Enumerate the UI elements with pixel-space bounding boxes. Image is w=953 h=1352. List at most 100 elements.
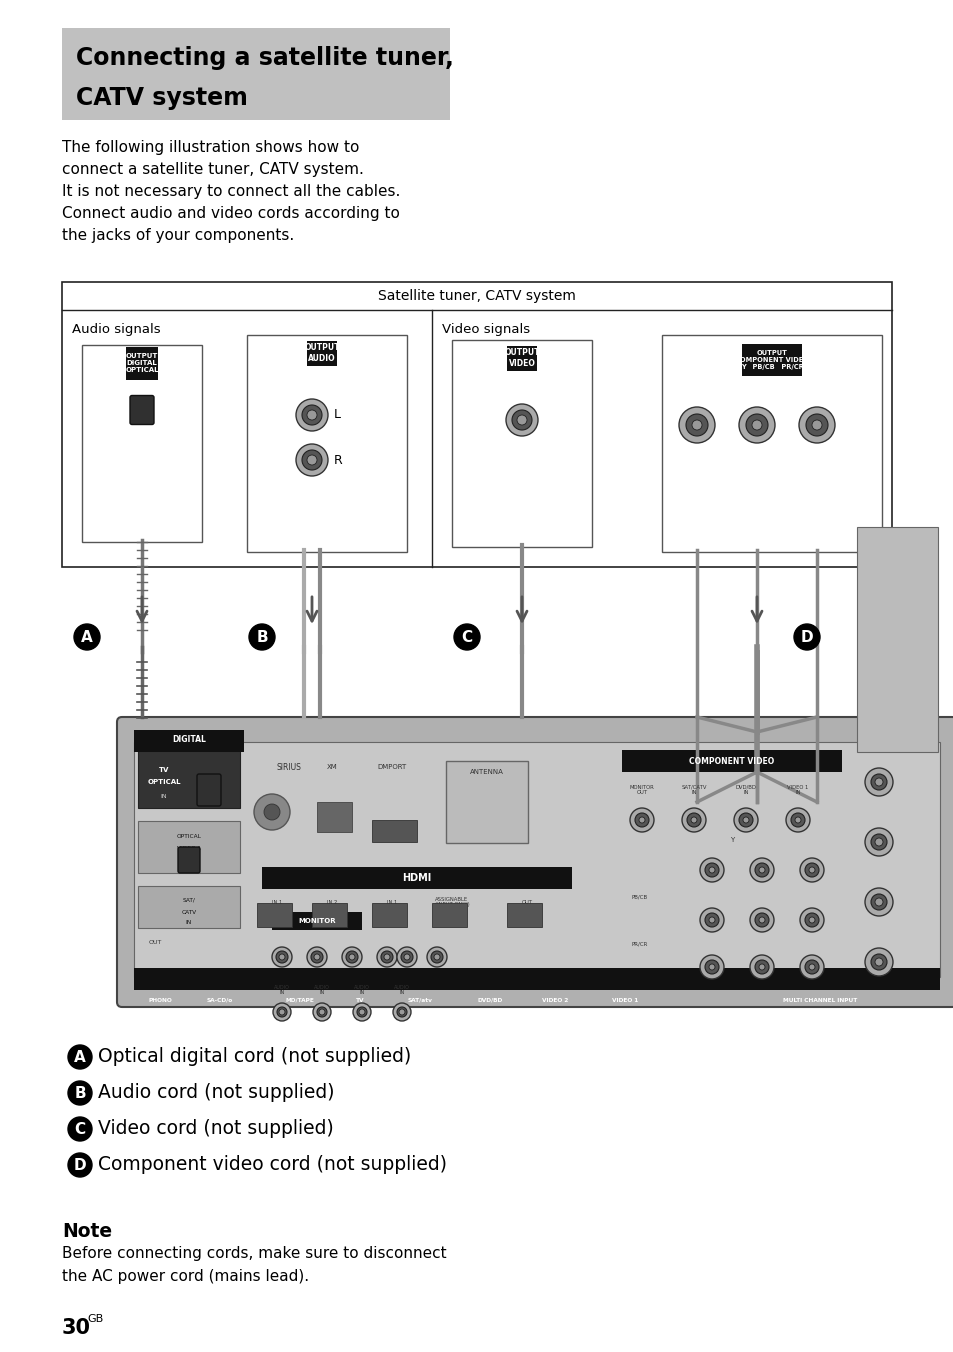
Circle shape (751, 420, 761, 430)
FancyBboxPatch shape (272, 913, 361, 930)
Bar (316, 802, 352, 831)
Circle shape (799, 407, 834, 443)
Circle shape (700, 955, 723, 979)
Circle shape (68, 1153, 91, 1178)
Circle shape (749, 909, 773, 932)
Circle shape (700, 909, 723, 932)
Text: VIDEO 1
IN: VIDEO 1 IN (786, 784, 808, 795)
Circle shape (318, 1009, 325, 1015)
Bar (740, 343, 801, 376)
Circle shape (314, 955, 319, 960)
Text: SAT/: SAT/ (182, 898, 195, 903)
Text: IN 2: IN 2 (327, 899, 336, 904)
Circle shape (434, 955, 439, 960)
Circle shape (739, 813, 752, 827)
Text: DVD/BD
IN: DVD/BD IN (735, 784, 756, 795)
Text: DIGITAL: DIGITAL (172, 735, 206, 745)
Circle shape (742, 817, 748, 823)
Text: Video cord (not supplied): Video cord (not supplied) (98, 1119, 334, 1138)
Circle shape (870, 834, 886, 850)
Text: IN: IN (186, 859, 192, 864)
Text: DMPORT: DMPORT (376, 764, 406, 771)
Circle shape (295, 443, 328, 476)
Circle shape (700, 859, 723, 882)
Text: B: B (256, 630, 268, 645)
Circle shape (253, 794, 290, 830)
Circle shape (679, 407, 714, 443)
Bar (372, 903, 407, 927)
Circle shape (512, 410, 532, 430)
Circle shape (811, 420, 821, 430)
Text: OUT: OUT (521, 899, 532, 904)
Circle shape (272, 946, 292, 967)
Circle shape (785, 808, 809, 831)
Circle shape (68, 1117, 91, 1141)
Circle shape (273, 1003, 291, 1021)
Text: The following illustration shows how to: The following illustration shows how to (62, 141, 359, 155)
Text: Note: Note (62, 1222, 112, 1241)
Text: C: C (74, 1122, 86, 1137)
Circle shape (681, 808, 705, 831)
Circle shape (635, 813, 648, 827)
Bar (452, 339, 592, 548)
Circle shape (396, 946, 416, 967)
Circle shape (800, 955, 823, 979)
Circle shape (639, 817, 644, 823)
Circle shape (708, 917, 714, 923)
Circle shape (759, 867, 764, 873)
Circle shape (754, 863, 768, 877)
Bar (133, 742, 939, 977)
Circle shape (793, 625, 820, 650)
Text: Y: Y (729, 837, 734, 844)
Bar (62, 28, 450, 120)
Text: OUTPUT
VIDEO: OUTPUT VIDEO (504, 347, 539, 368)
Circle shape (685, 414, 707, 435)
Text: R: R (334, 453, 342, 466)
Text: ASSIGNABLE
(INPUT ONLY): ASSIGNABLE (INPUT ONLY) (435, 896, 469, 907)
Circle shape (380, 950, 393, 963)
Text: OPTICAL: OPTICAL (176, 834, 201, 840)
Text: CATV system: CATV system (76, 87, 248, 110)
Bar (126, 346, 157, 380)
Circle shape (629, 808, 654, 831)
Circle shape (311, 950, 323, 963)
Text: Satellite tuner, CATV system: Satellite tuner, CATV system (377, 289, 576, 303)
Text: MONITOR: MONITOR (298, 918, 335, 923)
Circle shape (864, 827, 892, 856)
Circle shape (376, 946, 396, 967)
Circle shape (346, 950, 357, 963)
Circle shape (341, 946, 361, 967)
Text: Audio signals: Audio signals (71, 323, 160, 337)
Text: 30: 30 (62, 1318, 91, 1338)
Circle shape (302, 450, 322, 470)
Circle shape (805, 414, 827, 435)
Circle shape (691, 420, 701, 430)
Text: Video signals: Video signals (441, 323, 530, 337)
Circle shape (790, 813, 804, 827)
Circle shape (808, 867, 814, 873)
Text: HDMI: HDMI (402, 873, 431, 883)
Text: VIDEO 2: VIDEO 2 (541, 998, 568, 1002)
Text: AUDIO
IN: AUDIO IN (354, 984, 370, 995)
Circle shape (704, 863, 719, 877)
Circle shape (349, 955, 355, 960)
Text: VIDEO 1: VIDEO 1 (611, 998, 638, 1002)
Circle shape (804, 863, 818, 877)
Circle shape (749, 955, 773, 979)
Circle shape (295, 399, 328, 431)
Circle shape (704, 960, 719, 973)
Text: DVD/BD: DVD/BD (476, 998, 502, 1002)
Text: ANTENNA: ANTENNA (470, 769, 503, 775)
Circle shape (431, 950, 442, 963)
Text: MULTI CHANNEL INPUT: MULTI CHANNEL INPUT (782, 998, 856, 1002)
Text: L: L (334, 408, 340, 422)
Circle shape (403, 955, 410, 960)
Bar (661, 335, 882, 552)
FancyBboxPatch shape (446, 761, 527, 844)
Text: GB: GB (87, 1314, 103, 1324)
Circle shape (313, 1003, 331, 1021)
Circle shape (398, 1009, 405, 1015)
Text: Optical digital cord (not supplied): Optical digital cord (not supplied) (98, 1048, 411, 1067)
Text: CATV: CATV (181, 910, 196, 914)
Circle shape (307, 456, 316, 465)
